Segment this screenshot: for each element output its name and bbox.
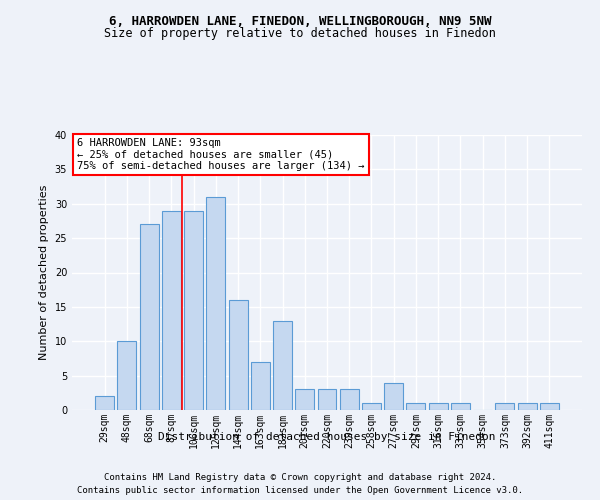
Bar <box>184 210 203 410</box>
Bar <box>162 210 181 410</box>
Y-axis label: Number of detached properties: Number of detached properties <box>39 185 49 360</box>
Bar <box>206 197 225 410</box>
Bar <box>362 403 381 410</box>
Bar <box>384 382 403 410</box>
Text: Contains public sector information licensed under the Open Government Licence v3: Contains public sector information licen… <box>77 486 523 495</box>
Bar <box>118 341 136 410</box>
Bar <box>540 403 559 410</box>
Bar <box>251 362 270 410</box>
Bar <box>518 403 536 410</box>
Bar <box>317 390 337 410</box>
Bar <box>451 403 470 410</box>
Bar <box>140 224 158 410</box>
Bar <box>229 300 248 410</box>
Text: Contains HM Land Registry data © Crown copyright and database right 2024.: Contains HM Land Registry data © Crown c… <box>104 472 496 482</box>
Text: 6 HARROWDEN LANE: 93sqm
← 25% of detached houses are smaller (45)
75% of semi-de: 6 HARROWDEN LANE: 93sqm ← 25% of detache… <box>77 138 365 171</box>
Bar <box>429 403 448 410</box>
Text: Distribution of detached houses by size in Finedon: Distribution of detached houses by size … <box>158 432 496 442</box>
Text: Size of property relative to detached houses in Finedon: Size of property relative to detached ho… <box>104 28 496 40</box>
Bar <box>95 396 114 410</box>
Bar <box>340 390 359 410</box>
Text: 6, HARROWDEN LANE, FINEDON, WELLINGBOROUGH, NN9 5NW: 6, HARROWDEN LANE, FINEDON, WELLINGBOROU… <box>109 15 491 28</box>
Bar <box>295 390 314 410</box>
Bar <box>496 403 514 410</box>
Bar <box>406 403 425 410</box>
Bar <box>273 320 292 410</box>
